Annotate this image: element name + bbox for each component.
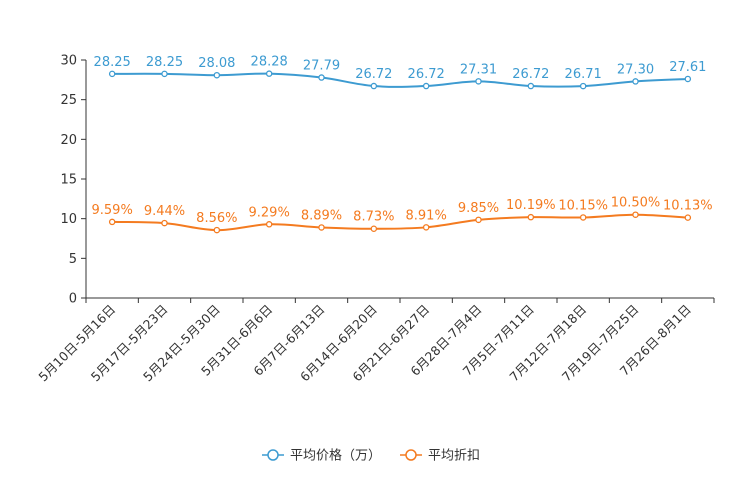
data-point bbox=[161, 70, 168, 78]
data-point bbox=[108, 218, 116, 226]
data-label: 8.56% bbox=[196, 211, 237, 226]
data-point bbox=[213, 226, 221, 234]
data-label: 26.71 bbox=[565, 67, 602, 82]
data-point bbox=[475, 216, 482, 224]
series-avg-discount: 9.59% 9.44% 8.56% 9.29% 8.89% 8.73% 8.91% 9.85%… bbox=[92, 196, 713, 234]
data-label: 26.72 bbox=[355, 67, 392, 82]
data-label: 10.13% bbox=[663, 199, 713, 214]
series-line bbox=[112, 72, 688, 88]
y-tick-label: 30 bbox=[60, 54, 77, 69]
data-point bbox=[632, 211, 639, 218]
data-label: 8.91% bbox=[406, 208, 447, 223]
data-point bbox=[684, 214, 692, 221]
y-tick-label: 15 bbox=[60, 173, 77, 188]
data-point bbox=[579, 214, 587, 221]
series-layer: 28.25 28.25 28.08 28.28 27.79 26.72 26.72 27.31… bbox=[92, 55, 713, 234]
series-line bbox=[112, 213, 688, 232]
data-point bbox=[632, 78, 639, 85]
data-label: 9.85% bbox=[458, 201, 499, 216]
data-label: 28.25 bbox=[94, 55, 131, 70]
data-label: 27.79 bbox=[303, 59, 340, 74]
data-label: 28.25 bbox=[146, 55, 183, 70]
y-tick-label: 10 bbox=[60, 212, 77, 227]
data-point bbox=[475, 78, 482, 85]
legend: 平均价格（万） 平均折扣 bbox=[262, 448, 480, 464]
legend-label: 平均折扣 bbox=[428, 449, 480, 464]
data-point bbox=[108, 70, 116, 78]
y-tick-label: 5 bbox=[69, 252, 77, 267]
data-point bbox=[370, 225, 378, 232]
legend-label: 平均价格（万） bbox=[290, 448, 381, 464]
x-axis-ticks: 5月10日-5月16日5月17日-5月23日5月24日-5月30日5月31日-6… bbox=[35, 298, 715, 384]
data-label: 10.19% bbox=[506, 198, 556, 213]
data-label: 10.50% bbox=[611, 196, 661, 211]
data-point bbox=[161, 219, 168, 227]
data-point bbox=[422, 224, 430, 231]
legend-marker bbox=[405, 449, 417, 461]
data-point bbox=[527, 213, 535, 221]
data-label: 8.73% bbox=[353, 210, 394, 225]
data-point bbox=[265, 70, 273, 77]
data-label: 8.89% bbox=[301, 208, 342, 223]
data-point bbox=[684, 75, 692, 83]
y-axis-ticks: 0 5 10 15 20 25 30 bbox=[60, 54, 86, 307]
legend-item-avg-discount: 平均折扣 bbox=[400, 449, 480, 464]
y-tick-label: 20 bbox=[60, 133, 77, 148]
data-label: 27.61 bbox=[669, 60, 706, 75]
data-label: 27.30 bbox=[617, 62, 654, 77]
data-point bbox=[318, 74, 325, 81]
data-label: 9.44% bbox=[144, 204, 185, 219]
legend-item-avg-price: 平均价格（万） bbox=[262, 448, 381, 464]
y-tick-label: 25 bbox=[60, 93, 77, 108]
data-point bbox=[318, 224, 325, 231]
legend-marker bbox=[267, 449, 279, 461]
data-label: 26.72 bbox=[512, 67, 549, 82]
data-label: 27.31 bbox=[460, 62, 497, 77]
series-avg-price: 28.25 28.25 28.08 28.28 27.79 26.72 26.72 27.31… bbox=[94, 55, 706, 90]
data-point bbox=[213, 71, 221, 79]
data-point bbox=[265, 221, 273, 228]
data-point bbox=[527, 82, 535, 90]
data-label: 28.28 bbox=[251, 55, 288, 70]
axes bbox=[85, 60, 714, 299]
data-point bbox=[422, 82, 430, 90]
data-label: 9.29% bbox=[249, 205, 290, 220]
data-label: 28.08 bbox=[198, 56, 235, 71]
data-point bbox=[579, 82, 587, 90]
data-label: 26.72 bbox=[408, 67, 445, 82]
y-tick-label: 0 bbox=[69, 292, 77, 307]
data-point bbox=[370, 82, 378, 90]
data-label: 9.59% bbox=[92, 203, 133, 218]
data-label: 10.15% bbox=[558, 198, 608, 213]
